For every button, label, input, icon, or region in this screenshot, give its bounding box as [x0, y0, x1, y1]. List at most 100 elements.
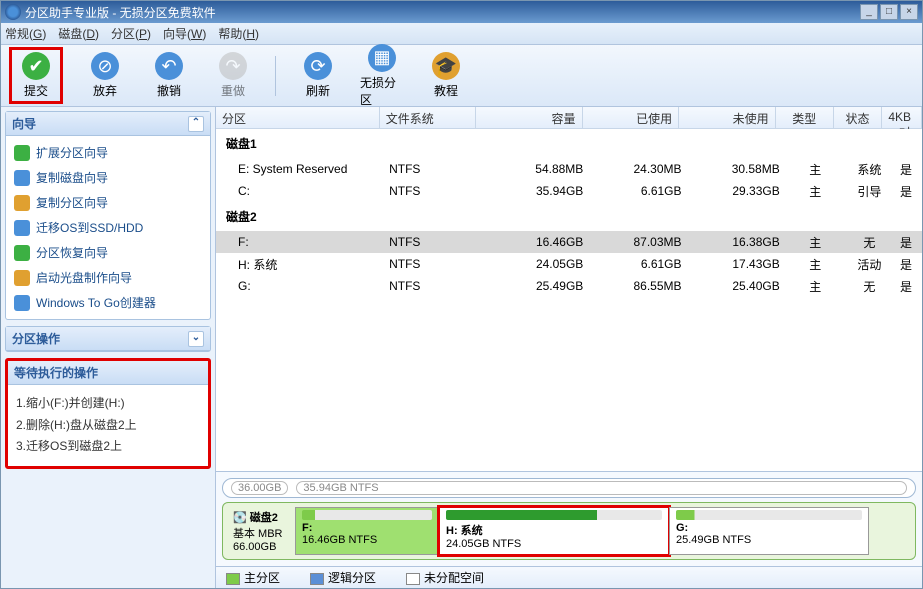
partition-box[interactable]: H: 系统24.05GB NTFS [439, 507, 669, 555]
maximize-button[interactable]: □ [880, 4, 898, 20]
wizard-title: 向导 [12, 115, 36, 132]
wizard-label: 扩展分区向导 [36, 144, 108, 161]
legend-swatch [226, 573, 240, 585]
disk-size: 66.00GB [233, 541, 289, 553]
chevron-down-icon[interactable]: ⌄ [188, 331, 204, 347]
lossless-label: 无损分区 [360, 74, 404, 108]
partition-box[interactable]: F:16.46GB NTFS [295, 507, 439, 555]
menu-item[interactable]: 向导(W) [163, 25, 206, 42]
partition-row[interactable]: G:NTFS25.49GB86.55MB25.40GB主无是 [216, 275, 922, 297]
cell: 30.58MB [688, 162, 786, 176]
partition-label: H: 系统 [446, 522, 662, 538]
legend-swatch [406, 573, 420, 585]
lossless-button[interactable]: ▦无损分区 [360, 44, 404, 108]
partition-row[interactable]: H: 系统NTFS24.05GB6.61GB17.43GB主活动是 [216, 253, 922, 275]
cell: 主 [786, 183, 845, 200]
lossless-icon: ▦ [368, 44, 396, 72]
wizard-item[interactable]: 复制磁盘向导 [6, 165, 210, 190]
partops-panel: 分区操作 ⌄ [5, 326, 211, 352]
disk-type: 基本 MBR [233, 525, 289, 541]
chevron-up-icon[interactable]: ⌃ [188, 116, 204, 132]
app-icon [5, 4, 21, 20]
menu-item[interactable]: 磁盘(D) [58, 25, 99, 42]
wizard-icon [14, 195, 30, 211]
partition-label: G: [676, 522, 862, 534]
app-window: 分区助手专业版 - 无损分区免费软件 _ □ × 常规(G) 磁盘(D) 分区(P)… [0, 0, 923, 589]
legend-item: 逻辑分区 [310, 569, 376, 586]
strip-right: 35.94GB NTFS [296, 481, 907, 495]
commit-label: 提交 [24, 82, 48, 99]
refresh-button[interactable]: ⟳刷新 [296, 52, 340, 99]
cell: 29.33GB [688, 184, 786, 198]
column-header[interactable]: 4KB对齐 [882, 107, 922, 128]
legend-item: 未分配空间 [406, 569, 484, 586]
grid-header: 分区文件系统容量已使用未使用类型状态4KB对齐 [216, 107, 922, 129]
title-text: 分区助手专业版 - 无损分区免费软件 [25, 4, 860, 21]
column-header[interactable]: 分区 [216, 107, 380, 128]
main-area: 分区文件系统容量已使用未使用类型状态4KB对齐 磁盘1E: System Res… [216, 107, 922, 588]
wizard-item[interactable]: 扩展分区向导 [6, 140, 210, 165]
disk-name: 磁盘2 [250, 512, 278, 524]
wizard-item[interactable]: Windows To Go创建器 [6, 290, 210, 315]
column-header[interactable]: 状态 [834, 107, 883, 128]
cell: H: 系统 [216, 256, 383, 273]
wizard-item[interactable]: 复制分区向导 [6, 190, 210, 215]
cell: 6.61GB [589, 184, 687, 198]
partops-title: 分区操作 [12, 330, 60, 347]
wizard-label: Windows To Go创建器 [36, 294, 156, 311]
partition-row[interactable]: E: System ReservedNTFS54.88MB24.30MB30.5… [216, 158, 922, 180]
cell: F: [216, 235, 383, 249]
wizard-items: 扩展分区向导复制磁盘向导复制分区向导迁移OS到SSD/HDD 分区恢复向导启动光盘… [6, 136, 210, 319]
undo-button[interactable]: ↶撤销 [147, 52, 191, 99]
wizard-label: 分区恢复向导 [36, 244, 108, 261]
titlebar: 分区助手专业版 - 无损分区免费软件 _ □ × [1, 1, 922, 23]
pending-list: 1.缩小(F:)并创建(H:)2.删除(H:)盘从磁盘2上3.迁移OS到磁盘2上 [8, 385, 208, 466]
column-header[interactable]: 类型 [776, 107, 834, 128]
menu-item[interactable]: 帮助(H) [218, 25, 259, 42]
cell: NTFS [383, 257, 481, 271]
window-buttons: _ □ × [860, 4, 918, 20]
cell: 系统 [845, 161, 894, 178]
menu-item[interactable]: 分区(P) [111, 25, 151, 42]
disk-info: 💽 磁盘2 基本 MBR 66.00GB [227, 507, 295, 555]
cell: 16.46GB [481, 235, 589, 249]
disk-visual-area: 36.00GB 35.94GB NTFS 💽 磁盘2 基本 MBR 66.00G… [216, 471, 922, 566]
column-header[interactable]: 已使用 [583, 107, 680, 128]
partition-row[interactable]: C:NTFS35.94GB6.61GB29.33GB主引导是 [216, 180, 922, 202]
partition-row[interactable]: F:NTFS16.46GB87.03MB16.38GB主无是 [216, 231, 922, 253]
wizard-icon [14, 170, 30, 186]
wizard-item[interactable]: 分区恢复向导 [6, 240, 210, 265]
undo-icon: ↶ [155, 52, 183, 80]
column-header[interactable]: 容量 [476, 107, 582, 128]
commit-button[interactable]: ✔提交 [14, 52, 58, 99]
cell: 是 [894, 183, 922, 200]
refresh-icon: ⟳ [304, 52, 332, 80]
pending-item: 2.删除(H:)盘从磁盘2上 [16, 415, 200, 437]
partition-sub: 24.05GB NTFS [446, 538, 662, 550]
partops-header[interactable]: 分区操作 ⌄ [6, 327, 210, 351]
wizard-item[interactable]: 启动光盘制作向导 [6, 265, 210, 290]
discard-button[interactable]: ⊘放弃 [83, 52, 127, 99]
menu-item[interactable]: 常规(G) [5, 25, 46, 42]
cell: 是 [894, 234, 922, 251]
cell: NTFS [383, 162, 481, 176]
column-header[interactable]: 文件系统 [380, 107, 477, 128]
wizard-item[interactable]: 迁移OS到SSD/HDD [6, 215, 210, 240]
cell: NTFS [383, 235, 481, 249]
pending-header[interactable]: 等待执行的操作 [8, 361, 208, 385]
close-button[interactable]: × [900, 4, 918, 20]
tutorial-label: 教程 [434, 82, 458, 99]
wizard-icon [14, 245, 30, 261]
cell: E: System Reserved [216, 162, 383, 176]
cell: 主 [786, 278, 845, 295]
partition-label: F: [302, 522, 432, 534]
usage-bar [446, 510, 662, 520]
partition-box[interactable]: G:25.49GB NTFS [669, 507, 869, 555]
disk-group-header: 磁盘2 [216, 202, 922, 231]
minimize-button[interactable]: _ [860, 4, 878, 20]
tutorial-button[interactable]: 🎓教程 [424, 52, 468, 99]
cell: 主 [786, 256, 845, 273]
column-header[interactable]: 未使用 [679, 107, 776, 128]
wizard-header[interactable]: 向导 ⌃ [6, 112, 210, 136]
legend-swatch [310, 573, 324, 585]
